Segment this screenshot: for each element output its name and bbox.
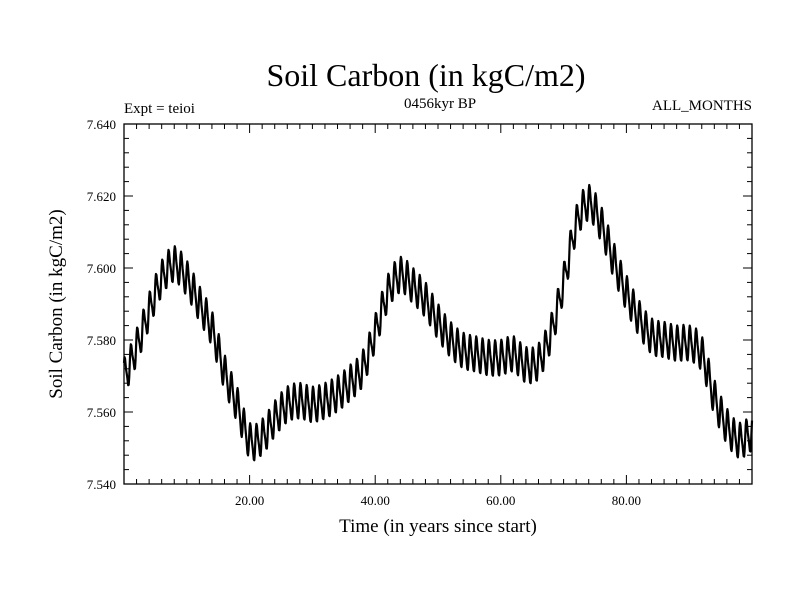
axis-ticks bbox=[124, 124, 752, 484]
x-tick-label: 40.00 bbox=[361, 493, 390, 508]
x-tick-label: 60.00 bbox=[486, 493, 515, 508]
x-axis-label: Time (in years since start) bbox=[339, 516, 537, 537]
y-tick-label: 7.600 bbox=[87, 261, 116, 276]
y-tick-label: 7.540 bbox=[87, 477, 116, 492]
series-line bbox=[122, 183, 754, 462]
y-tick-label: 7.640 bbox=[87, 117, 116, 132]
y-axis-label: Soil Carbon (in kgC/m2) bbox=[46, 209, 67, 398]
y-tick-label: 7.580 bbox=[87, 333, 116, 348]
x-tick-label: 20.00 bbox=[235, 493, 264, 508]
chart-title: Soil Carbon (in kgC/m2) bbox=[266, 57, 585, 93]
axis-tick-labels: 20.00 40.00 60.00 80.00 7.540 7.560 7.580 7.600… bbox=[87, 117, 641, 508]
subtitle-center: 0456kyr BP bbox=[404, 96, 476, 112]
x-tick-label: 80.00 bbox=[612, 493, 641, 508]
y-tick-label: 7.620 bbox=[87, 189, 116, 204]
subtitle-right: ALL_MONTHS bbox=[652, 98, 752, 114]
y-tick-label: 7.560 bbox=[87, 405, 116, 420]
subtitle-left: Expt = teioi bbox=[124, 101, 195, 117]
